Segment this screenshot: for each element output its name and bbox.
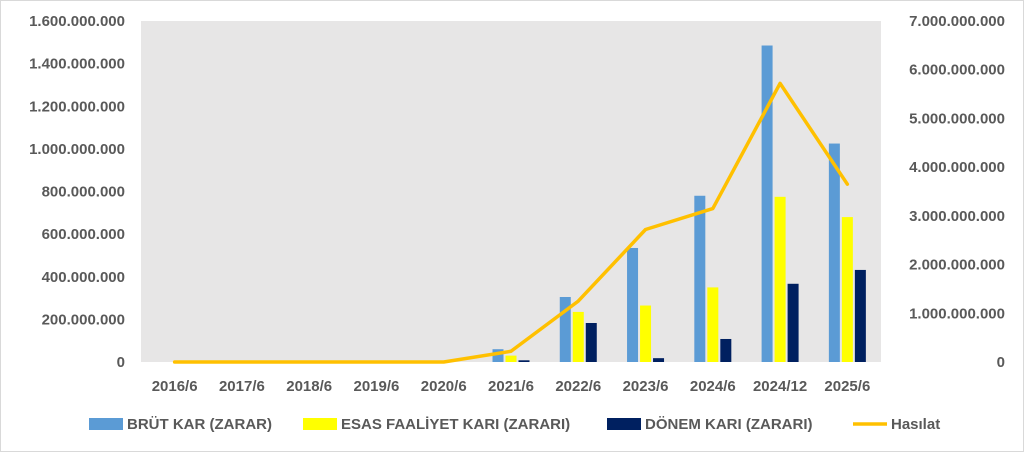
bar — [707, 287, 719, 362]
x-tick-label: 2024/12 — [753, 378, 807, 395]
bar — [694, 195, 706, 362]
x-tick-label: 2023/6 — [623, 378, 669, 395]
bar — [627, 247, 639, 362]
x-tick-label: 2025/6 — [824, 378, 870, 395]
bar — [787, 283, 799, 362]
left-tick-label: 400.000.000 — [42, 269, 125, 286]
bar — [640, 305, 652, 362]
line-point — [577, 300, 579, 302]
x-axis: 2016/6 2017/6 2018/6 2019/6 2020/6 2021/6 2022… — [152, 378, 871, 395]
legend-label: BRÜT KAR (ZARAR) — [127, 416, 272, 433]
left-tick-label: 1.200.000.000 — [29, 98, 125, 115]
legend-label: Hasılat — [891, 416, 940, 433]
legend: BRÜT KAR (ZARAR) ESAS FAALİYET KARI (ZARA… — [89, 416, 940, 433]
line-point — [779, 82, 781, 84]
bar — [774, 196, 786, 362]
legend-swatch — [607, 418, 641, 430]
line-point — [241, 361, 243, 363]
left-axis: 0 200.000.000 400.000.000 600.000.000 800.00… — [29, 13, 125, 371]
right-tick-label: 7.000.000.000 — [909, 13, 1005, 30]
bar — [492, 349, 504, 362]
bar — [761, 45, 773, 363]
right-axis: 0 1.000.000.000 2.000.000.000 3.000.000.000… — [909, 13, 1005, 371]
line-point — [846, 183, 848, 185]
x-tick-label: 2019/6 — [354, 378, 400, 395]
x-tick-label: 2018/6 — [286, 378, 332, 395]
x-tick-label: 2022/6 — [555, 378, 601, 395]
line-point — [712, 208, 714, 210]
bar — [653, 358, 665, 362]
bar — [585, 322, 597, 362]
line-point — [375, 361, 377, 363]
bar — [720, 338, 732, 362]
right-tick-label: 2.000.000.000 — [909, 257, 1005, 274]
left-tick-label: 1.400.000.000 — [29, 56, 125, 73]
legend-swatch — [303, 418, 337, 430]
right-tick-label: 0 — [997, 354, 1005, 371]
left-tick-label: 1.000.000.000 — [29, 141, 125, 158]
x-tick-label: 2017/6 — [219, 378, 265, 395]
left-tick-label: 0 — [117, 354, 125, 371]
left-tick-label: 800.000.000 — [42, 184, 125, 201]
line-point — [645, 228, 647, 230]
right-tick-label: 5.000.000.000 — [909, 110, 1005, 127]
right-tick-label: 4.000.000.000 — [909, 159, 1005, 176]
bar — [559, 296, 571, 362]
bar-series-group — [492, 45, 866, 363]
right-tick-label: 3.000.000.000 — [909, 208, 1005, 225]
bar — [505, 355, 517, 362]
x-tick-label: 2020/6 — [421, 378, 467, 395]
x-tick-label: 2024/6 — [690, 378, 736, 395]
bar — [841, 217, 853, 362]
line-point — [174, 361, 176, 363]
bar — [854, 269, 866, 362]
bar — [518, 360, 530, 362]
x-tick-label: 2016/6 — [152, 378, 198, 395]
line-series-group — [172, 81, 850, 364]
legend-label: ESAS FAALİYET KARI (ZARARI) — [341, 416, 570, 433]
left-tick-label: 600.000.000 — [42, 226, 125, 243]
bar — [828, 143, 840, 362]
line-point — [308, 361, 310, 363]
left-tick-label: 200.000.000 — [42, 311, 125, 328]
right-tick-label: 1.000.000.000 — [909, 305, 1005, 322]
legend-swatch — [89, 418, 123, 430]
x-tick-label: 2021/6 — [488, 378, 534, 395]
line-point — [443, 361, 445, 363]
bar — [572, 311, 584, 362]
left-tick-label: 1.600.000.000 — [29, 13, 125, 30]
plot-area — [141, 21, 881, 362]
right-tick-label: 6.000.000.000 — [909, 62, 1005, 79]
legend-label: DÖNEM KARI (ZARARI) — [645, 416, 812, 433]
line-point — [510, 350, 512, 352]
